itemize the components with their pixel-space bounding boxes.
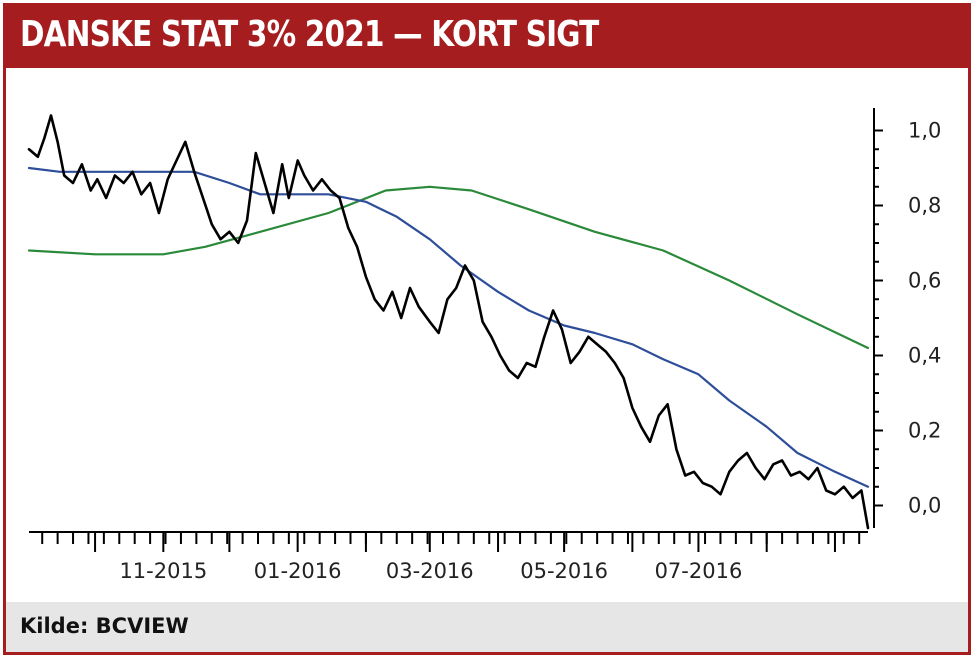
short-moving-average-line — [27, 166, 870, 488]
x-tick-label: 01-2016 — [254, 559, 342, 583]
x-tick-label: 11-2015 — [119, 559, 207, 583]
chart-card: DANSKE STAT 3% 2021 — KORT SIGT 1,0 0,8 0,… — [3, 3, 971, 655]
y-tick-label: 0,6 — [908, 269, 941, 293]
source-label: Kilde: BCVIEW — [20, 614, 189, 638]
y-tick-label: 0,8 — [908, 194, 941, 218]
chart-title: DANSKE STAT 3% 2021 — KORT SIGT — [20, 14, 599, 55]
x-tick-label: 05-2016 — [520, 559, 608, 583]
chart-area: 1,0 0,8 0,6 0,4 0,2 0,0 11-2015 01-2016 03-2016 0… — [6, 68, 968, 602]
line-chart: 1,0 0,8 0,6 0,4 0,2 0,0 11-2015 01-2016 03-2016 0… — [27, 108, 941, 583]
footer: Kilde: BCVIEW — [6, 602, 968, 652]
x-tick-label: 03-2016 — [386, 559, 474, 583]
x-tick-label: 07-2016 — [655, 559, 743, 583]
y-tick-label: 1,0 — [908, 119, 941, 143]
y-tick-label: 0,4 — [908, 344, 941, 368]
title-bar: DANSKE STAT 3% 2021 — KORT SIGT — [6, 6, 968, 68]
y-tick-label: 0,0 — [908, 494, 941, 518]
long-moving-average-line — [27, 185, 870, 350]
price-line — [27, 114, 870, 530]
y-tick-label: 0,2 — [908, 419, 941, 443]
